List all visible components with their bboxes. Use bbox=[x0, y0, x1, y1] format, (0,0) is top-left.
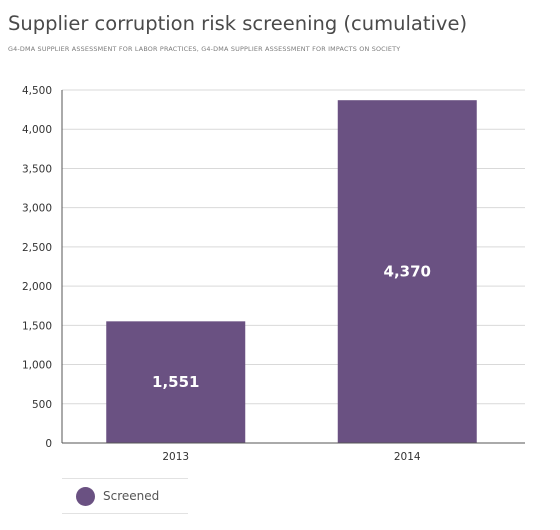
y-tick-label: 4,500 bbox=[22, 85, 52, 97]
y-tick-label: 500 bbox=[32, 399, 52, 411]
y-tick-label: 3,500 bbox=[22, 163, 52, 175]
y-tick-label: 2,500 bbox=[22, 242, 52, 254]
y-tick-label: 1,000 bbox=[22, 360, 52, 372]
chart-subtitle: G4-DMA SUPPLIER ASSESSMENT FOR LABOR PRA… bbox=[8, 45, 401, 53]
legend-swatch-screened bbox=[76, 486, 95, 506]
bars: 1,551 4,370 bbox=[106, 100, 477, 443]
data-label: 1,551 bbox=[152, 373, 199, 391]
legend: Screened bbox=[62, 478, 188, 514]
bar bbox=[337, 100, 477, 443]
y-tick-label: 2,000 bbox=[22, 281, 52, 293]
x-tick-label: 2013 bbox=[162, 451, 189, 463]
legend-label-screened: Screened bbox=[103, 489, 160, 503]
y-tick-label: 1,500 bbox=[22, 320, 52, 332]
x-axis-ticks: 2013 2014 bbox=[162, 451, 421, 463]
chart-title: Supplier corruption risk screening (cumu… bbox=[8, 12, 468, 35]
y-tick-label: 3,000 bbox=[22, 203, 52, 215]
bar bbox=[106, 321, 246, 443]
y-tick-label: 0 bbox=[45, 438, 52, 450]
y-axis-ticks: 0 500 1,000 1,500 2,000 2,500 3,000 3,500 4,000 4… bbox=[22, 85, 52, 450]
data-label: 4,370 bbox=[384, 263, 431, 281]
bar-chart: 0 500 1,000 1,500 2,000 2,500 3,000 3,500 4,000 4… bbox=[22, 85, 525, 463]
y-tick-label: 4,000 bbox=[22, 124, 52, 136]
x-tick-label: 2014 bbox=[394, 451, 421, 463]
